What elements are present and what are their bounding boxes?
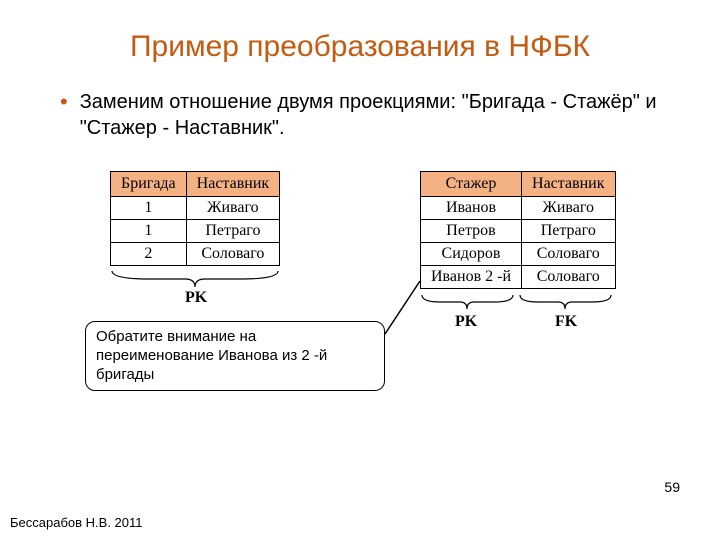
table-row: 1 Живаго bbox=[111, 197, 280, 220]
bullet-item: • Заменим отношение двумя проекциями: "Б… bbox=[60, 89, 680, 141]
page-number: 59 bbox=[664, 479, 680, 495]
cell: Живаго bbox=[186, 197, 280, 220]
brace-icon bbox=[420, 293, 515, 311]
slide-title: Пример преобразования в НФБК bbox=[40, 30, 680, 64]
table-row: Петров Петраго bbox=[421, 220, 616, 243]
cell: 2 bbox=[111, 243, 187, 266]
table-header-row: Стажер Наставник bbox=[421, 172, 616, 197]
cell: Сидоров bbox=[421, 243, 522, 266]
fk-label-right: FK bbox=[555, 313, 577, 331]
table-row: 2 Соловаго bbox=[111, 243, 280, 266]
callout-text: Обратите внимание на переименование Иван… bbox=[96, 328, 327, 383]
col-header: Наставник bbox=[522, 172, 616, 197]
cell: Петраго bbox=[522, 220, 616, 243]
pk-label-left: PK bbox=[185, 289, 207, 307]
bullet-text: Заменим отношение двумя проекциями: "Бри… bbox=[80, 89, 680, 141]
col-header: Стажер bbox=[421, 172, 522, 197]
cell: Иванов bbox=[421, 197, 522, 220]
table-row: Иванов 2 -й Соловаго bbox=[421, 266, 616, 289]
cell: Петров bbox=[421, 220, 522, 243]
cell: Соловаго bbox=[522, 266, 616, 289]
cell: Живаго bbox=[522, 197, 616, 220]
col-header: Бригада bbox=[111, 172, 187, 197]
slide-container: Пример преобразования в НФБК • Заменим о… bbox=[0, 0, 720, 540]
table-header-row: Бригада Наставник bbox=[111, 172, 280, 197]
cell: Иванов 2 -й bbox=[421, 266, 522, 289]
brace-icon bbox=[110, 269, 280, 289]
footer-text: Бессарабов Н.В. 2011 bbox=[10, 515, 143, 530]
cell: 1 bbox=[111, 220, 187, 243]
pk-label-right: PK bbox=[455, 313, 477, 331]
callout-connector bbox=[385, 279, 425, 339]
cell: Петраго bbox=[186, 220, 280, 243]
table-row: Иванов Живаго bbox=[421, 197, 616, 220]
cell: Соловаго bbox=[522, 243, 616, 266]
bullet-marker: • bbox=[60, 89, 68, 115]
table-stazher-nastavnik: Стажер Наставник Иванов Живаго Петров Пе… bbox=[420, 171, 616, 289]
col-header: Наставник bbox=[186, 172, 280, 197]
callout-box: Обратите внимание на переименование Иван… bbox=[85, 321, 385, 391]
table-row: Сидоров Соловаго bbox=[421, 243, 616, 266]
cell: 1 bbox=[111, 197, 187, 220]
cell: Соловаго bbox=[186, 243, 280, 266]
table-brigada-nastavnik: Бригада Наставник 1 Живаго 1 Петраго 2 С… bbox=[110, 171, 280, 266]
table-row: 1 Петраго bbox=[111, 220, 280, 243]
brace-icon bbox=[518, 293, 613, 311]
tables-area: Бригада Наставник 1 Живаго 1 Петраго 2 С… bbox=[40, 171, 680, 391]
